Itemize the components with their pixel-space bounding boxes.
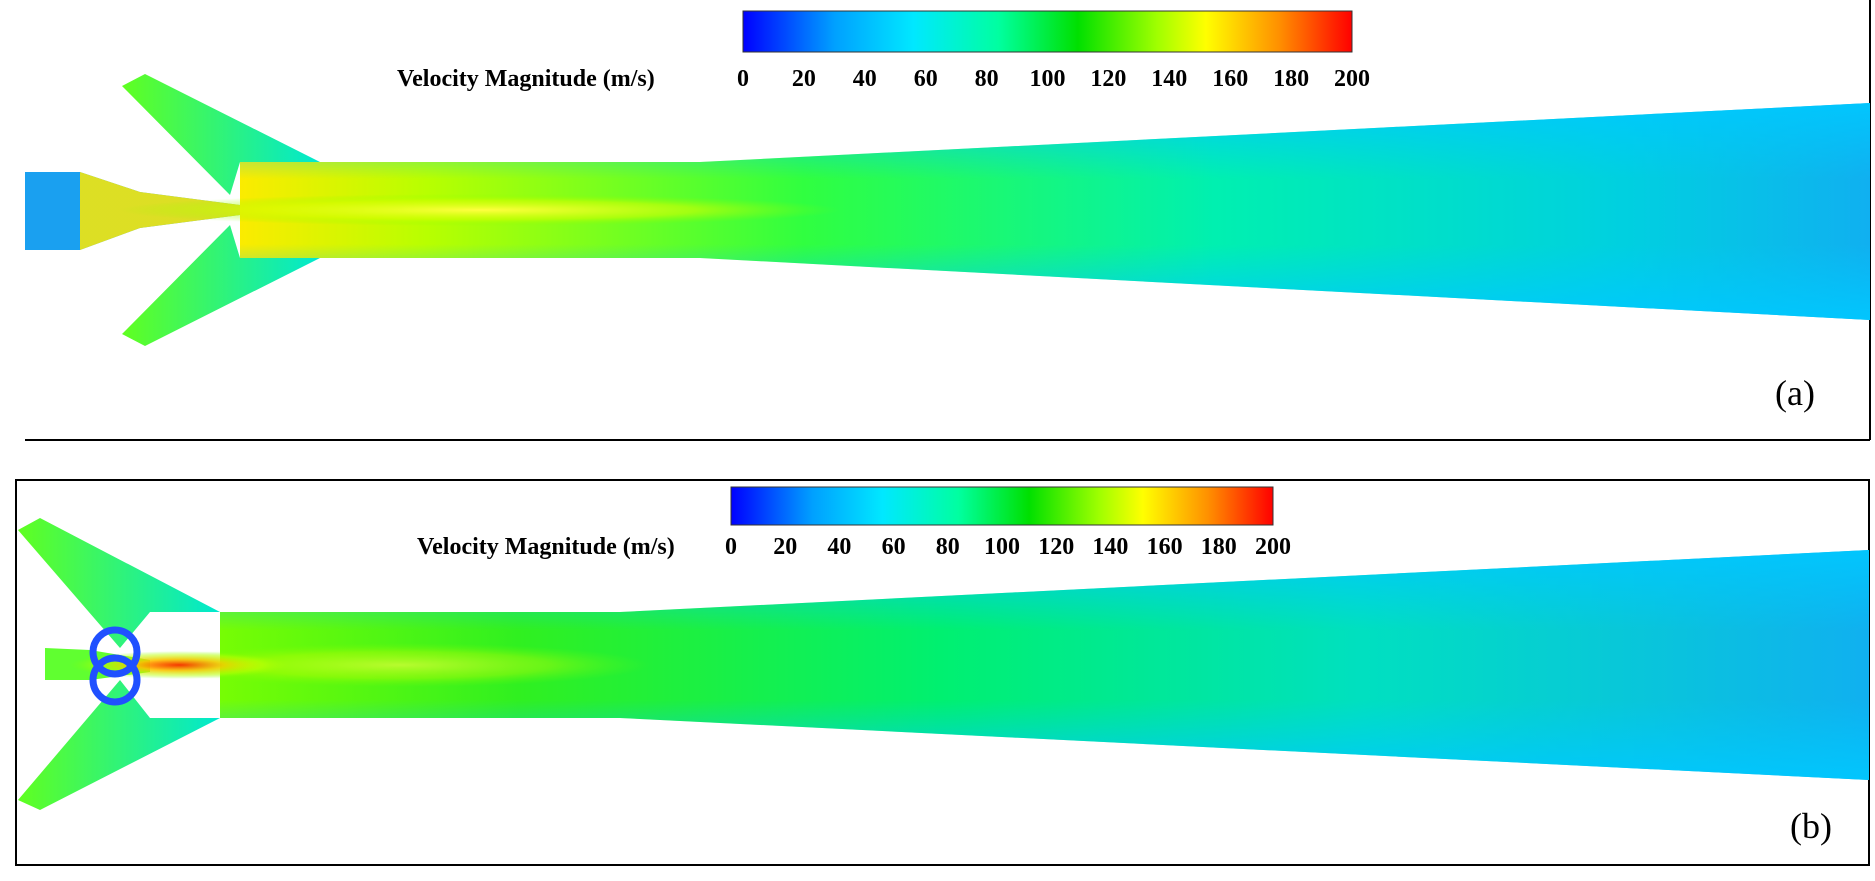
colorbar-tick-label: 160 <box>1147 534 1183 560</box>
colorbar-tick-label: 160 <box>1212 66 1248 92</box>
colorbar-tick-label: 40 <box>827 534 851 560</box>
panel-b-lower-inlet <box>18 680 220 810</box>
panel-b: Velocity Magnitude (m/s) 0 20 40 60 80 100 120… <box>15 479 1870 866</box>
panel-b-label: (b) <box>1790 806 1832 846</box>
panel-a: Velocity Magnitude (m/s) 0 20 40 60 80 100 120… <box>25 0 1871 441</box>
colorbar-tick-label: 80 <box>936 534 960 560</box>
colorbar-tick-label: 100 <box>1030 66 1066 92</box>
colorbar-tick-label: 20 <box>773 534 797 560</box>
panel-a-lower-inlet <box>122 225 320 346</box>
colorbar-tick-label: 20 <box>792 66 816 92</box>
colorbar-tick-label: 0 <box>737 66 749 92</box>
panel-a-upper-inlet <box>122 74 320 195</box>
panel-b-vortex-ring-lower <box>89 654 141 706</box>
colorbar-tick-label: 180 <box>1273 66 1309 92</box>
colorbar-tick-label: 140 <box>1151 66 1187 92</box>
colorbar-tick-label: 80 <box>975 66 999 92</box>
panel-a-jet-core <box>120 194 840 226</box>
colorbar-tick-label: 60 <box>914 66 938 92</box>
colorbar-b-label: Velocity Magnitude (m/s) <box>417 534 675 560</box>
colorbar-tick-label: 0 <box>725 534 737 560</box>
colorbar-tick-label: 60 <box>882 534 906 560</box>
colorbar-tick-label: 180 <box>1201 534 1237 560</box>
colorbar-tick-label: 140 <box>1092 534 1128 560</box>
colorbar-tick-label: 120 <box>1090 66 1126 92</box>
panel-b-vortex-ring-upper <box>89 626 141 678</box>
panel-b-upper-inlet <box>18 518 220 648</box>
colorbar-b-ticks: 0 20 40 60 80 100 120 140 160 180 200 <box>725 534 1291 560</box>
colorbar-tick-label: 40 <box>853 66 877 92</box>
colorbar-tick-label: 200 <box>1255 534 1291 560</box>
colorbar-tick-label: 100 <box>984 534 1020 560</box>
colorbar-tick-label: 200 <box>1334 66 1370 92</box>
colorbar-a <box>742 10 1353 53</box>
colorbar-b <box>730 486 1274 526</box>
colorbar-a-ticks: 0 20 40 60 80 100 120 140 160 180 200 <box>737 66 1370 92</box>
colorbar-tick-label: 120 <box>1038 534 1074 560</box>
panel-a-label: (a) <box>1775 373 1815 413</box>
colorbar-a-label: Velocity Magnitude (m/s) <box>397 66 655 92</box>
